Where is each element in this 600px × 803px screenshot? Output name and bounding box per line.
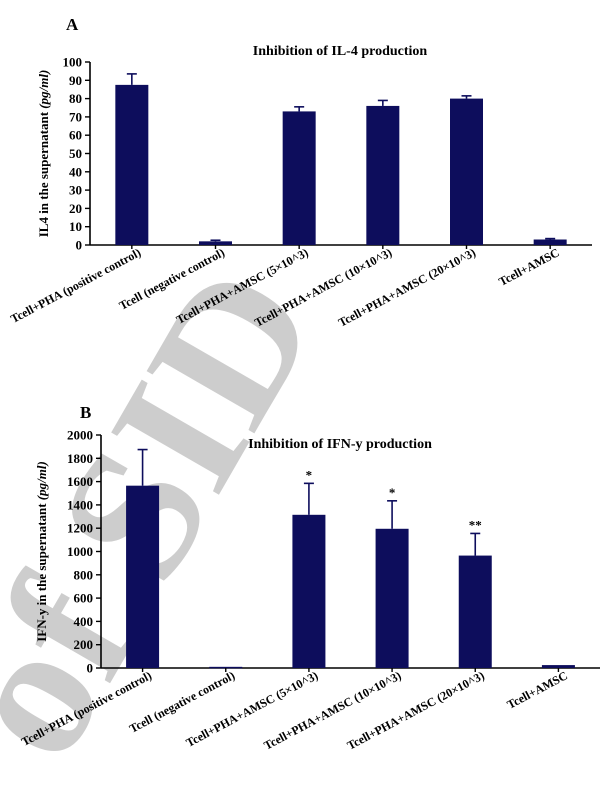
y-tick-label: 600 — [74, 591, 94, 606]
y-tick-label: 1600 — [67, 474, 93, 489]
y-tick-label: 50 — [69, 146, 82, 161]
y-tick-label: 2000 — [67, 428, 93, 443]
y-axis-label: IL4 in the supernatant (pg/ml) — [36, 70, 51, 238]
y-tick-label: 10 — [69, 219, 82, 234]
bar — [366, 105, 400, 245]
category-label: Tcell+PHA+AMSC (5×10^3) — [184, 668, 321, 750]
bar — [541, 665, 575, 668]
y-tick-label: 80 — [69, 91, 82, 106]
bar — [126, 485, 160, 668]
panel-letter: B — [80, 403, 91, 422]
bar — [115, 84, 149, 245]
y-axis-label-unit: (pg/ml) — [34, 461, 49, 500]
bar — [375, 528, 409, 668]
significance-marker: ** — [469, 517, 482, 532]
significance-marker: * — [306, 467, 313, 482]
y-tick-label: 0 — [76, 238, 83, 253]
category-label: Tcell+PHA+AMSC (20×10^3) — [336, 245, 478, 329]
panel-a-il4-chart: A Inhibition of IL-4 production IL4 in the… — [8, 15, 592, 330]
y-tick-label: 400 — [74, 614, 94, 629]
category-label: Tcell+PHA+AMSC (10×10^3) — [252, 245, 394, 329]
category-label: Tcell+PHA (positive control) — [8, 245, 143, 326]
y-axis-label: IFN-y in the supernatant (pg/ml) — [34, 461, 49, 642]
bar — [533, 239, 567, 245]
category-label: Tcell+AMSC — [505, 668, 570, 712]
chart-title: Inhibition of IL-4 production — [253, 44, 428, 59]
y-tick-label: 20 — [69, 201, 82, 216]
category-label: Tcell+AMSC — [496, 245, 561, 289]
y-tick-label: 0 — [87, 661, 94, 676]
y-tick-label: 200 — [74, 637, 94, 652]
bar — [282, 111, 316, 245]
y-tick-label: 30 — [69, 183, 82, 198]
category-label: Tcell+PHA+AMSC (10×10^3) — [261, 668, 403, 752]
panel-letter: A — [66, 15, 79, 34]
y-axis-label-text: IL4 in the supernatant — [36, 109, 51, 238]
y-tick-label: 100 — [63, 55, 83, 70]
bar — [292, 514, 326, 668]
y-tick-label: 60 — [69, 128, 82, 143]
y-tick-label: 800 — [74, 567, 94, 582]
chart-title: Inhibition of IFN-y production — [248, 437, 432, 452]
y-tick-label: 90 — [69, 73, 82, 88]
significance-marker: * — [389, 485, 396, 500]
bar — [209, 666, 243, 669]
y-axis-label-unit: (pg/ml) — [36, 70, 51, 109]
y-axis-label-text: IFN-y in the supernatant — [34, 500, 49, 642]
y-tick-label: 1400 — [67, 497, 93, 512]
y-tick-label: 1200 — [67, 521, 93, 536]
y-tick-label: 1000 — [67, 544, 93, 559]
bar — [199, 241, 232, 245]
category-label: Tcell+PHA+AMSC (20×10^3) — [345, 668, 487, 752]
y-tick-label: 70 — [69, 109, 82, 124]
bar — [458, 555, 492, 668]
bar — [450, 98, 483, 245]
y-tick-label: 40 — [69, 164, 82, 179]
y-tick-label: 1800 — [67, 451, 93, 466]
